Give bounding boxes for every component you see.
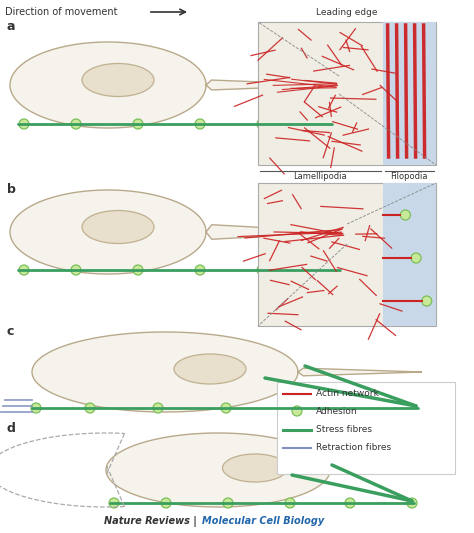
- Ellipse shape: [82, 211, 154, 244]
- Circle shape: [161, 498, 171, 508]
- Circle shape: [153, 403, 163, 413]
- Ellipse shape: [222, 454, 288, 482]
- Text: Leading edge: Leading edge: [316, 8, 378, 17]
- Text: Filopodia: Filopodia: [391, 172, 428, 181]
- Bar: [277, 382, 455, 474]
- Text: b: b: [7, 183, 16, 196]
- Circle shape: [221, 403, 231, 413]
- Circle shape: [85, 403, 95, 413]
- Circle shape: [407, 498, 417, 508]
- Circle shape: [257, 119, 267, 129]
- Circle shape: [257, 265, 267, 275]
- Text: Adhesion: Adhesion: [316, 407, 357, 416]
- Circle shape: [71, 119, 81, 129]
- Bar: [258, 183, 436, 326]
- Ellipse shape: [174, 354, 246, 384]
- Polygon shape: [106, 433, 418, 507]
- Text: Retraction fibres: Retraction fibres: [316, 443, 391, 453]
- Text: Direction of movement: Direction of movement: [5, 7, 118, 17]
- Polygon shape: [32, 332, 422, 412]
- Circle shape: [133, 119, 143, 129]
- Bar: [333, 224, 347, 244]
- Text: Molecular Cell Biology: Molecular Cell Biology: [202, 516, 324, 526]
- Circle shape: [19, 119, 29, 129]
- Text: Stress fibres: Stress fibres: [316, 425, 372, 434]
- Circle shape: [401, 210, 410, 220]
- Polygon shape: [10, 190, 346, 274]
- Text: Actin network: Actin network: [316, 390, 379, 399]
- Text: Lamellipodia: Lamellipodia: [293, 172, 347, 181]
- Bar: [383, 183, 436, 326]
- Circle shape: [411, 403, 421, 413]
- Circle shape: [133, 265, 143, 275]
- Circle shape: [285, 498, 295, 508]
- Circle shape: [71, 265, 81, 275]
- Bar: [327, 76, 339, 94]
- Circle shape: [292, 406, 302, 416]
- Bar: [258, 22, 436, 165]
- Ellipse shape: [82, 63, 154, 96]
- Circle shape: [411, 253, 421, 263]
- Circle shape: [223, 498, 233, 508]
- Bar: [383, 22, 436, 165]
- Circle shape: [31, 403, 41, 413]
- Circle shape: [315, 119, 325, 129]
- Text: Nature Reviews |: Nature Reviews |: [104, 516, 200, 527]
- Circle shape: [360, 403, 370, 413]
- Text: a: a: [7, 20, 16, 33]
- Circle shape: [315, 265, 325, 275]
- Polygon shape: [10, 42, 340, 128]
- Circle shape: [422, 296, 432, 306]
- Circle shape: [109, 498, 119, 508]
- Text: d: d: [7, 422, 16, 435]
- Circle shape: [195, 119, 205, 129]
- Circle shape: [334, 265, 344, 275]
- Circle shape: [195, 265, 205, 275]
- Circle shape: [19, 265, 29, 275]
- Circle shape: [345, 498, 355, 508]
- Text: c: c: [7, 325, 14, 338]
- Circle shape: [291, 403, 301, 413]
